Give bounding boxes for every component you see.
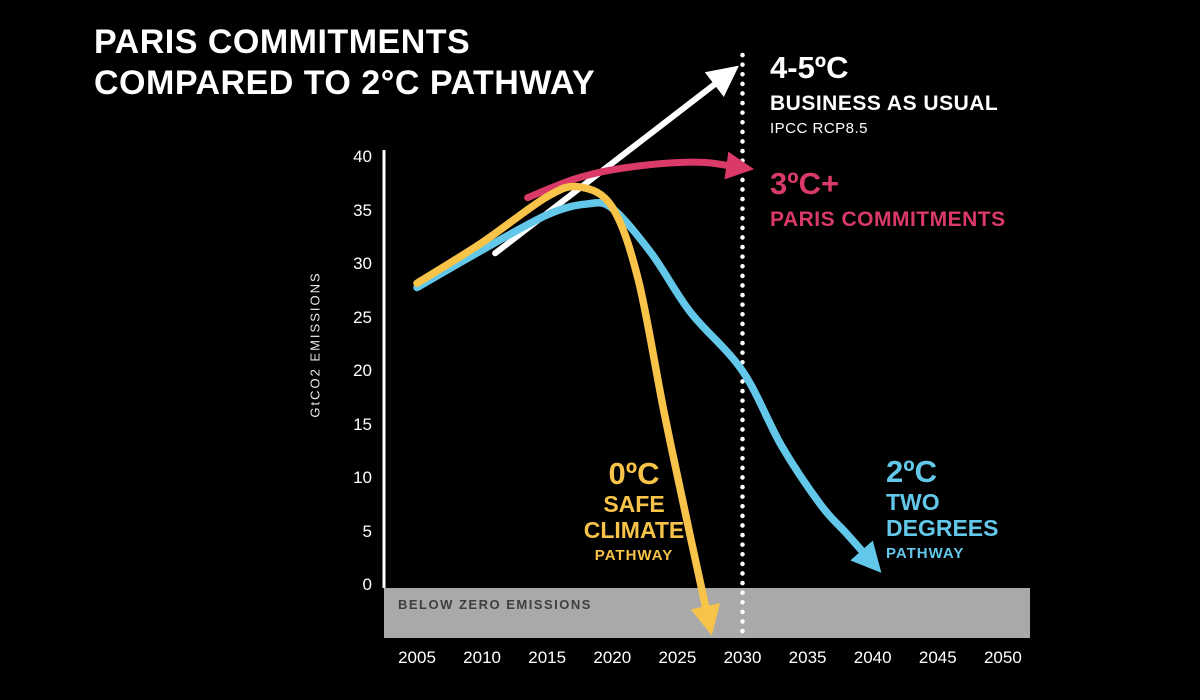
x-tick-label: 2015 (528, 648, 567, 667)
safe-temp-label: 0ºC (608, 456, 660, 491)
two-temp-label: 2ºC (886, 454, 937, 489)
safe-climate-pathway-label: 0ºC SAFE CLIMATE PATHWAY (578, 456, 690, 565)
safe-line3-label: PATHWAY (594, 547, 674, 565)
x-tick-label: 2040 (853, 648, 892, 667)
business-as-usual-label: 4-5ºC BUSINESS AS USUAL IPCC RCP8.5 (770, 50, 999, 137)
x-tick-label: 2020 (593, 648, 632, 667)
below-zero-label: BELOW ZERO EMISSIONS (398, 597, 592, 612)
bau-temp-label: 4-5ºC (770, 50, 849, 85)
y-tick-label: 25 (353, 307, 372, 327)
series-two-degrees-pathway (413, 198, 882, 573)
x-tick-label: 2035 (788, 648, 827, 667)
paris-name-label: PARIS COMMITMENTS (770, 207, 1006, 231)
x-tick-label: 2010 (463, 648, 501, 667)
bau-name-label: BUSINESS AS USUAL (770, 91, 999, 115)
series-paris-commitments (524, 151, 755, 202)
chart-title: PARIS COMMITMENTS COMPARED TO 2°C PATHWA… (94, 22, 595, 104)
y-tick-label: 35 (353, 200, 372, 220)
two-line3-label: PATHWAY (886, 545, 965, 563)
series-safe-climate-pathway (413, 182, 721, 636)
two-line1-label: TWO (886, 488, 940, 515)
y-axis-title: GtCO2 EMISSIONS (307, 271, 323, 418)
paris-commitments-label: 3ºC+ PARIS COMMITMENTS (770, 166, 1006, 231)
y-tick-label: 40 (353, 147, 372, 166)
two-degrees-pathway-label: 2ºC TWO DEGREES PATHWAY (886, 454, 999, 563)
two-line2-label: DEGREES (886, 514, 999, 541)
y-tick-label: 0 (362, 575, 372, 594)
safe-line2-label: CLIMATE (583, 516, 685, 543)
x-tick-label: 2005 (398, 648, 436, 667)
y-tick-label: 10 (353, 468, 372, 487)
x-tick-label: 2030 (723, 648, 762, 667)
x-tick-label: 2025 (658, 648, 697, 667)
y-tick-label: 15 (353, 414, 372, 434)
safe-line1-label: SAFE (603, 490, 665, 517)
y-tick-label: 20 (353, 361, 372, 380)
x-tick-label: 2050 (983, 648, 1022, 667)
y-tick-label: 30 (353, 254, 372, 273)
bau-note-label: IPCC RCP8.5 (770, 119, 869, 137)
paris-temp-label: 3ºC+ (770, 166, 840, 201)
y-tick-label: 5 (362, 521, 372, 541)
x-tick-label: 2045 (918, 648, 957, 667)
chart-title-line2: COMPARED TO 2°C PATHWAY (94, 63, 596, 102)
chart-title-line1: PARIS COMMITMENTS (94, 23, 471, 61)
